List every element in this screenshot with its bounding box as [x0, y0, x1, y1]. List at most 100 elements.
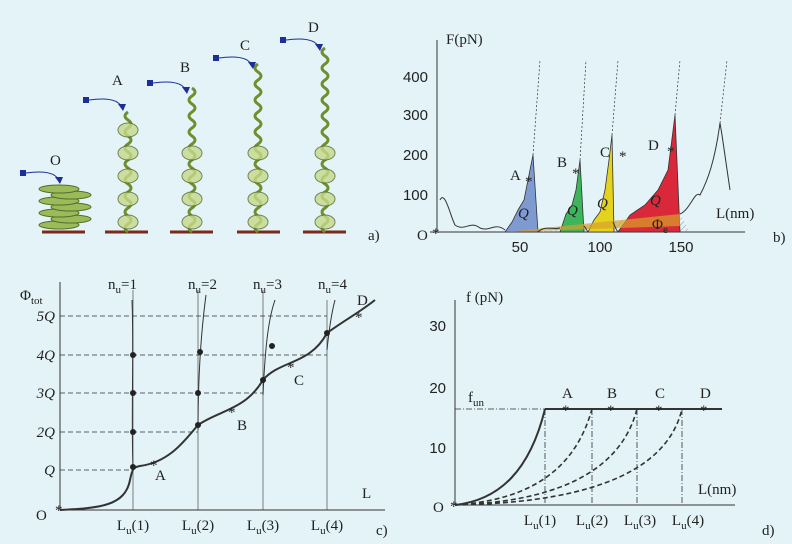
unfold-label-rest: =2: [201, 277, 217, 293]
length-label-rest: (2): [197, 518, 215, 534]
star-marker: *: [525, 174, 533, 190]
area-label: Q: [650, 193, 661, 209]
force-label-sub: un: [473, 397, 485, 409]
domain: [247, 145, 269, 161]
star-marker: *: [228, 405, 236, 421]
state-label: A: [112, 73, 123, 89]
area-label: Q: [597, 196, 608, 212]
peak-label: B: [557, 155, 567, 171]
unfold-label-rest: =1: [121, 277, 137, 293]
star-marker: *: [55, 503, 63, 519]
star-marker: *: [667, 144, 675, 160]
star-marker: *: [700, 403, 708, 419]
origin-label: O: [417, 228, 428, 244]
point-label: A: [562, 386, 573, 402]
drawing: [20, 37, 745, 511]
panel-label: a): [368, 228, 380, 244]
anchor: [83, 97, 89, 103]
anchor: [213, 55, 219, 61]
protein: [147, 80, 203, 234]
domain: [247, 191, 269, 207]
y-tick-label: 200: [403, 147, 428, 164]
y-tick-label: 300: [403, 107, 428, 124]
domain: [314, 191, 336, 207]
star-marker: *: [572, 166, 580, 182]
origin-label: O: [36, 508, 47, 524]
length-label: Lu(4): [311, 518, 343, 537]
length-label: Lu(2): [182, 518, 214, 537]
length-label-rest: (3): [639, 513, 657, 529]
domain: [314, 214, 336, 230]
unfold-label-rest: =4: [331, 277, 347, 293]
peak-label: A: [510, 168, 521, 184]
level-label: 2Q: [37, 425, 56, 441]
state-label: D: [308, 20, 319, 36]
length-label-rest: (4): [326, 518, 344, 534]
length-label-sub: u: [585, 520, 591, 532]
length-label-main: L: [117, 518, 126, 534]
length-label-main: L: [311, 518, 320, 534]
domain: [181, 191, 203, 207]
length-label: Lu(3): [624, 513, 656, 532]
star-marker: *: [355, 310, 363, 326]
peak-label: C: [600, 145, 610, 161]
length-label: Lu(1): [117, 518, 149, 537]
length-label-rest: (4): [687, 513, 705, 529]
point-label: B: [607, 386, 617, 402]
length-label-main: L: [624, 513, 633, 529]
peak-label: D: [648, 138, 659, 154]
unfold-label-rest: =3: [266, 277, 282, 293]
point-label: A: [155, 468, 166, 484]
unfold-label: nu=2: [188, 277, 217, 296]
area-label: Q: [567, 203, 578, 219]
domain: [117, 214, 139, 230]
star-marker: *: [150, 458, 158, 474]
anchor: [20, 170, 26, 176]
domain: [314, 168, 336, 184]
y-tick-label: 400: [403, 69, 428, 86]
length-label: Lu(3): [247, 518, 279, 537]
star-marker: *: [432, 226, 440, 242]
protein: [280, 37, 336, 234]
unfold-label-main: n: [253, 277, 261, 293]
length-label-rest: (2): [591, 513, 609, 529]
panel-label: b): [773, 230, 786, 246]
axis-title: Φtot: [20, 288, 43, 307]
length-label: Lu(1): [524, 513, 556, 532]
domain: [247, 214, 269, 230]
domain: [38, 184, 80, 194]
state-label: B: [180, 60, 190, 76]
length-label-sub: u: [533, 520, 539, 532]
domain: [247, 168, 269, 184]
domain: [314, 145, 336, 161]
length-label-sub: u: [191, 525, 197, 537]
arrow-head: [118, 104, 126, 111]
domain: [181, 214, 203, 230]
axis-title: L(nm): [698, 482, 736, 498]
length-label-sub: u: [633, 520, 639, 532]
axis-title-sub: tot: [31, 295, 43, 307]
length-label-rest: (1): [539, 513, 557, 529]
point-label: D: [357, 293, 368, 309]
star-marker: *: [655, 403, 663, 419]
unfold-label: nu=4: [318, 277, 347, 296]
x-tick-label: 150: [668, 239, 693, 256]
length-label-sub: u: [681, 520, 687, 532]
star-marker: *: [619, 149, 627, 165]
domain: [181, 168, 203, 184]
level-label: 3Q: [36, 386, 56, 402]
point-label: B: [237, 418, 247, 434]
protein: [83, 97, 139, 234]
arrow-head: [248, 62, 256, 69]
level-label: Q: [44, 463, 55, 479]
phi-label: Φe: [652, 217, 668, 236]
unfold-label-sub: u: [261, 284, 267, 296]
origin-label: O: [433, 500, 444, 516]
protein: [20, 170, 92, 230]
star-marker: *: [607, 403, 615, 419]
arrow-head: [315, 44, 323, 51]
unfold-label: nu=1: [108, 277, 137, 296]
y-tick-label: 10: [429, 440, 446, 457]
unfold-label-sub: u: [116, 284, 122, 296]
